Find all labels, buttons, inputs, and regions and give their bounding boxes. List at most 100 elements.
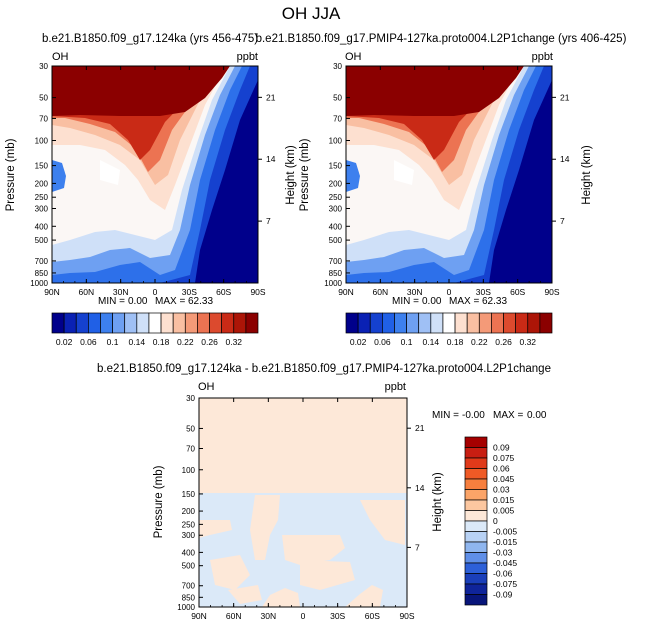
y-tick-label: 500	[329, 236, 343, 245]
colorbar-tick-label: -0.045	[493, 558, 517, 568]
colorbar-swatch	[464, 447, 488, 459]
x-tick-label: 30N	[113, 287, 129, 297]
panel-difference-units: ppbt	[385, 381, 406, 393]
colorbar-tick-label: -0.015	[493, 537, 517, 547]
colorbar-swatch	[172, 312, 186, 334]
x-tick-label: 90N	[191, 611, 207, 621]
field-layer-peach-patch-e	[300, 560, 355, 590]
colorbar-swatch	[464, 552, 488, 564]
panel-right-max-label: MAX =	[449, 296, 479, 307]
colorbar-swatch	[527, 312, 541, 334]
colorbar-tick-label: -0.03	[493, 548, 513, 558]
y-tick-label: 850	[182, 593, 196, 602]
y2-tick-label: 14	[266, 154, 276, 164]
panel-difference-max-value: 0.00	[527, 410, 547, 421]
panel-right-y2label: Height (km)	[581, 145, 593, 205]
field-layer-white-spot	[394, 160, 414, 185]
panel-right-min-value: 0.00	[422, 296, 442, 307]
y-tick-label: 100	[329, 137, 343, 146]
panel-right-ylabel: Pressure (mb)	[299, 138, 311, 211]
y2-tick-label: 7	[415, 542, 420, 552]
y-tick-label: 150	[182, 490, 196, 499]
colorbar-swatch	[464, 478, 488, 490]
y2-tick-label: 21	[560, 92, 570, 102]
x-tick-label: 30S	[476, 287, 491, 297]
y-tick-label: 850	[35, 269, 49, 278]
panel-difference-variable: OH	[198, 381, 215, 393]
field-layer-peach-patch-f	[360, 500, 405, 545]
colorbar-swatch	[209, 312, 222, 334]
panel-right-variable: OH	[345, 51, 362, 63]
panel-left-min-value: 0.00	[128, 296, 148, 307]
panel-difference-ylabel: Pressure (mb)	[153, 465, 165, 538]
y2-tick-label: 14	[415, 483, 425, 493]
colorbar-swatch	[75, 312, 89, 334]
y-tick-label: 700	[182, 582, 196, 591]
colorbar-swatch	[442, 312, 456, 334]
x-tick-label: 30S	[182, 287, 197, 297]
figure-title: OH JJA	[282, 4, 341, 23]
colorbar-swatch	[160, 312, 174, 334]
panel-right-contour-field	[346, 66, 552, 283]
panel-difference-y2label: Height (km)	[432, 472, 444, 532]
colorbar-tick-label: 0.14	[129, 337, 146, 347]
y-tick-label: 30	[186, 394, 195, 403]
panel-difference-contour-field	[199, 398, 407, 607]
y-tick-label: 500	[182, 562, 196, 571]
colorbar-swatch	[464, 499, 488, 511]
colorbar-swatch	[51, 312, 65, 334]
colorbar-tick-label: 0.02	[350, 337, 367, 347]
x-tick-label: 90S	[250, 287, 265, 297]
colorbar-swatch	[464, 468, 488, 480]
colorbar-swatch	[148, 312, 162, 334]
y-tick-label: 700	[35, 257, 49, 266]
colorbar-swatch	[233, 312, 247, 334]
y-tick-label: 400	[329, 222, 343, 231]
y-tick-label: 70	[186, 445, 195, 454]
colorbar-swatch	[478, 312, 492, 334]
field-layer-dark-red	[346, 66, 524, 116]
y2-tick-label: 7	[560, 216, 565, 226]
colorbar-swatch	[369, 312, 383, 334]
colorbar-swatch	[466, 312, 480, 334]
field-layer-peach-patch-a	[250, 495, 280, 560]
colorbar-tick-label: 0	[493, 516, 498, 526]
colorbar-swatch	[430, 312, 444, 334]
colorbar-swatch	[464, 583, 488, 595]
colorbar-swatch	[63, 312, 77, 334]
colorbar-tick-label: 0.02	[56, 337, 73, 347]
panel-left-ylabel: Pressure (mb)	[5, 138, 17, 211]
x-tick-label: 0	[153, 287, 158, 297]
colorbar-tick-label: 0.03	[493, 485, 510, 495]
colorbar-swatch	[197, 312, 210, 334]
field-layer-peach-patch-c	[199, 520, 232, 538]
colorbar-swatch	[112, 312, 126, 334]
y-tick-label: 50	[333, 94, 342, 103]
colorbar-swatch	[464, 436, 488, 448]
x-tick-label: 60S	[365, 611, 380, 621]
panel-right-title: b.e21.B1850.f09_g17.PMIP4-127ka.proto004…	[256, 33, 627, 45]
colorbar-swatch	[418, 312, 432, 334]
colorbar-swatch	[464, 594, 488, 606]
y-tick-label: 400	[182, 548, 196, 557]
field-layer-dark-red	[52, 66, 230, 116]
y-tick-label: 200	[329, 179, 343, 188]
y-tick-label: 100	[35, 137, 49, 146]
y-tick-label: 100	[182, 466, 196, 475]
x-tick-label: 90S	[544, 287, 559, 297]
panel-left-variable: OH	[52, 51, 69, 63]
panel-left-axes: 90N 60N 30N 0 30S 60S 90S 30 50 70 100 150 200 250 300…	[30, 62, 276, 297]
colorbar-swatch	[394, 312, 407, 334]
colorbar-tick-label: -0.09	[493, 590, 513, 600]
colorbar-swatch	[539, 312, 553, 334]
colorbar-tick-label: 0.22	[471, 337, 488, 347]
y-tick-label: 70	[333, 114, 342, 123]
y-tick-label: 250	[182, 520, 196, 529]
colorbar-tick-label: 0.06	[493, 464, 510, 474]
colorbar-swatch	[503, 312, 516, 334]
colorbar-swatch	[100, 312, 113, 334]
colorbar-tick-label: 0.32	[225, 337, 242, 347]
colorbar-swatch	[515, 312, 529, 334]
colorbar-tick-label: 0.06	[374, 337, 391, 347]
colorbar-tick-label: 0.06	[80, 337, 97, 347]
